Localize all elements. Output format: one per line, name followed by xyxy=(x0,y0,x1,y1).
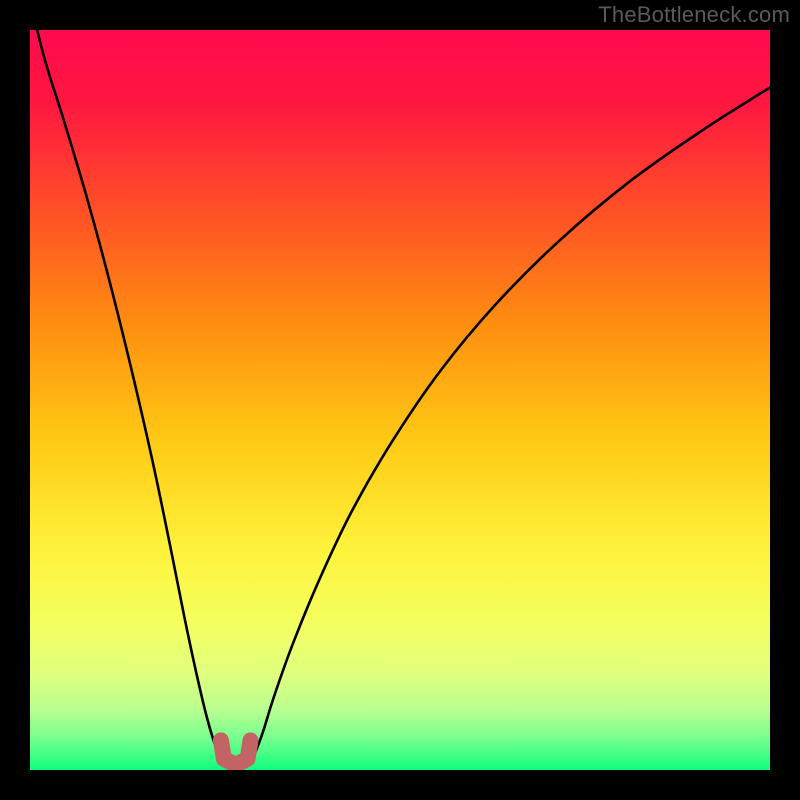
gradient-background xyxy=(30,30,770,770)
gradient-plot xyxy=(0,0,800,800)
chart-container: TheBottleneck.com xyxy=(0,0,800,800)
watermark-text: TheBottleneck.com xyxy=(598,2,790,28)
